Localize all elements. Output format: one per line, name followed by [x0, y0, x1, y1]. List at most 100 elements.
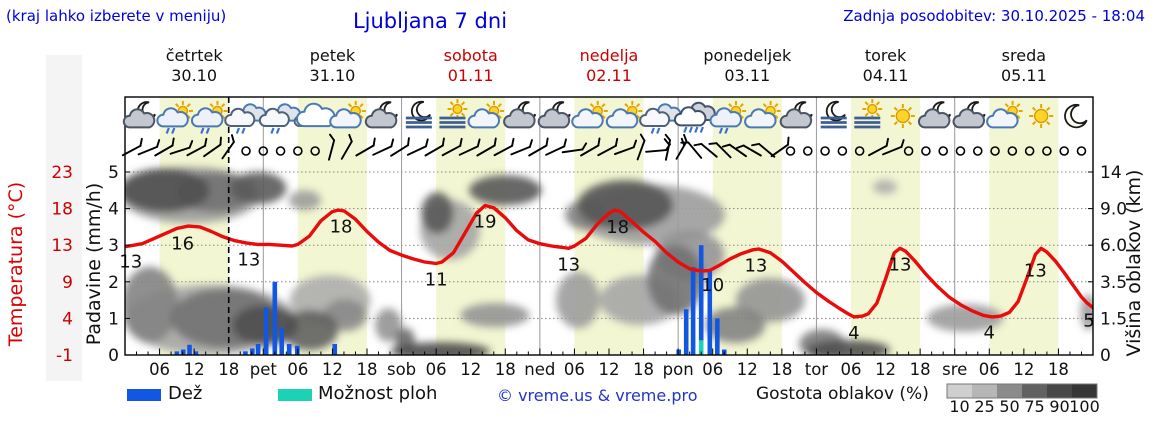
- sun-cloud-icon: [744, 100, 781, 129]
- svg-text:18: 18: [330, 217, 353, 238]
- svg-text:5: 5: [108, 163, 119, 183]
- svg-text:25: 25: [974, 397, 994, 416]
- sun-cloud-rain-icon: [190, 100, 228, 134]
- svg-text:14: 14: [1100, 163, 1122, 183]
- svg-text:pon: pon: [663, 360, 694, 379]
- sun-fog-icon: [854, 99, 883, 129]
- svg-text:12: 12: [184, 360, 205, 379]
- svg-text:sob: sob: [387, 360, 416, 379]
- svg-text:90: 90: [1049, 397, 1069, 416]
- svg-text:50: 50: [999, 397, 1019, 416]
- day-header-sobota: sobota 01.11: [443, 46, 498, 85]
- svg-text:9.0: 9.0: [1100, 200, 1127, 220]
- sun-icon: [1029, 104, 1054, 128]
- svg-text:06: 06: [702, 360, 723, 379]
- time-axis-labels: 06 12 18 06 12 18 06 12 18 06 12 18 06 12 18 06 12 18 06 12…: [149, 360, 1069, 379]
- moon-cloud-icon: [537, 101, 571, 129]
- menu-hint: (kraj lahko izberete v meniju): [6, 7, 227, 25]
- svg-text:0: 0: [108, 346, 119, 366]
- temperature-curve: [125, 203, 1093, 319]
- day-header-sreda: sreda 05.11: [1000, 46, 1047, 85]
- showers-legend-label: Možnost ploh: [318, 383, 438, 404]
- svg-text:4: 4: [62, 309, 73, 329]
- clouds-rain-icon: [258, 103, 302, 134]
- moon-cloud-icon: [779, 101, 813, 129]
- cloud-icon: [293, 102, 336, 128]
- svg-text:13: 13: [237, 249, 260, 270]
- svg-text:12: 12: [875, 360, 896, 379]
- svg-text:4: 4: [984, 322, 995, 343]
- svg-text:18: 18: [633, 360, 654, 379]
- svg-text:12: 12: [599, 360, 620, 379]
- day-header-nedelja: nedelja 02.11: [579, 46, 639, 85]
- sun-cloud-rain-icon: [156, 100, 193, 134]
- axis-ticks: [124, 171, 1094, 356]
- svg-text:tor: tor: [805, 360, 829, 379]
- moon-cloud-icon: [364, 101, 398, 129]
- day-header-petek: petek 31.10: [309, 46, 356, 85]
- svg-text:06: 06: [564, 360, 585, 379]
- page-title: Ljubljana 7 dni: [352, 9, 508, 33]
- svg-text:10: 10: [701, 275, 724, 296]
- svg-text:75: 75: [1024, 397, 1044, 416]
- cloud-density-scale: 10 25 50 75 90 100: [946, 383, 1100, 416]
- svg-text:pet: pet: [250, 360, 278, 379]
- moon-cloud-icon: [503, 101, 537, 129]
- svg-text:06: 06: [426, 360, 447, 379]
- wind-barbs-row: [121, 133, 1087, 161]
- moon-cloud-icon: [917, 101, 952, 129]
- svg-text:18: 18: [357, 360, 378, 379]
- moon-fog-icon: [820, 100, 847, 129]
- svg-text:18: 18: [910, 360, 931, 379]
- svg-text:sre: sre: [942, 360, 967, 379]
- svg-text:16: 16: [171, 233, 194, 254]
- sun-cloud-rain-icon: [709, 100, 747, 134]
- svg-text:10: 10: [949, 397, 969, 416]
- sun-icon: [890, 104, 915, 128]
- moon-fog-icon: [405, 100, 432, 129]
- cloud-density-legend-label: Gostota oblakov (%): [756, 384, 929, 404]
- sun-cloud-icon: [986, 100, 1023, 129]
- clouds-rain-icon: [224, 103, 267, 134]
- svg-text:06: 06: [979, 360, 1000, 379]
- svg-text:06: 06: [287, 360, 308, 379]
- svg-text:13: 13: [1024, 260, 1047, 281]
- svg-text:13: 13: [119, 252, 142, 273]
- moon-icon: [1064, 103, 1088, 129]
- svg-text:18: 18: [1048, 360, 1069, 379]
- svg-text:11: 11: [425, 270, 448, 291]
- sun-cloud-icon: [571, 100, 608, 129]
- day-header-četrtek: četrtek 30.10: [165, 46, 223, 85]
- svg-text:6.0: 6.0: [1100, 236, 1127, 256]
- svg-text:23: 23: [51, 163, 73, 183]
- svg-text:06: 06: [149, 360, 170, 379]
- svg-text:4: 4: [108, 200, 119, 220]
- svg-text:-1: -1: [56, 346, 73, 366]
- svg-text:06: 06: [841, 360, 862, 379]
- svg-text:3.5: 3.5: [1100, 273, 1127, 293]
- svg-text:19: 19: [474, 212, 497, 233]
- svg-text:1.5: 1.5: [1100, 309, 1127, 329]
- svg-text:18: 18: [771, 360, 792, 379]
- svg-text:100: 100: [1069, 397, 1100, 416]
- precip-bars: [174, 245, 727, 355]
- moon-cloud-icon: [122, 101, 156, 129]
- clouds-heavy-rain-icon: [673, 101, 716, 133]
- svg-text:18: 18: [495, 360, 516, 379]
- sun-cloud-icon: [605, 100, 643, 129]
- moon-cloud-icon: [952, 101, 986, 129]
- last-update-timestamp: Zadnja posodobitev: 30.10.2025 - 18:04: [843, 7, 1145, 25]
- svg-text:9: 9: [62, 273, 73, 293]
- rain-legend-label: Dež: [168, 383, 203, 404]
- svg-text:18: 18: [606, 217, 629, 238]
- svg-text:13: 13: [51, 236, 73, 256]
- svg-text:4: 4: [848, 323, 859, 344]
- cloud-density-field: [125, 166, 1093, 355]
- svg-text:2: 2: [108, 273, 119, 293]
- copyright-link[interactable]: © vreme.us & vreme.pro: [497, 386, 698, 405]
- svg-text:5: 5: [1083, 311, 1094, 332]
- svg-text:12: 12: [737, 360, 758, 379]
- svg-text:1: 1: [108, 309, 119, 329]
